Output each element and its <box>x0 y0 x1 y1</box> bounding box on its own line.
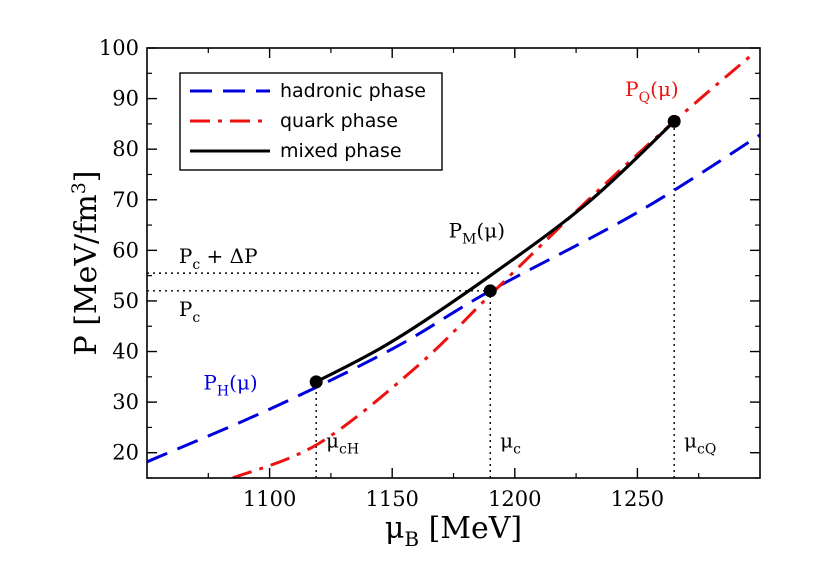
x-axis-title-main: μ <box>385 511 405 546</box>
annotation-ph-main: P <box>203 370 216 394</box>
legend-label: mixed phase <box>280 140 402 162</box>
phase-points <box>309 114 681 389</box>
annotation-pq-suffix: (μ) <box>650 77 679 101</box>
y-tick-label: 60 <box>112 238 139 262</box>
y-tick-label: 20 <box>112 441 139 465</box>
annotation-mc-sub: c <box>513 442 521 458</box>
annotation-pm-sub: M <box>462 232 476 248</box>
series-line-hadronic-phase <box>147 133 760 464</box>
series-line-mixed-phase <box>315 120 676 384</box>
y-tick-label: 50 <box>112 289 139 313</box>
legend: hadronic phase quark phase mixed phase <box>179 72 443 171</box>
annotation-ph-sub: H <box>217 383 229 399</box>
axis-ticks: 1100 1150 1200 1250 20 30 40 50 60 70 80 90 100 <box>99 36 760 511</box>
x-axis-title-unit: [MeV] <box>419 511 522 546</box>
y-axis-title-main: P [MeV/fm <box>69 194 104 355</box>
annotation-pcdp-main: P <box>179 244 192 268</box>
y-tick-label: 80 <box>112 137 139 161</box>
annotation-pm-main: P <box>449 219 462 243</box>
y-axis-title: P [MeV/fm3] <box>68 170 104 355</box>
annotation-pc-main: P <box>179 297 192 321</box>
annotation-mcq-sub: cQ <box>697 442 716 458</box>
x-axis-title: μB [MeV] <box>385 511 522 551</box>
y-axis-title-sup: 3 <box>68 182 90 194</box>
annotation-mcq-main: μ <box>684 429 697 453</box>
y-tick-label: 40 <box>112 340 139 364</box>
legend-label: quark phase <box>280 110 398 132</box>
y-tick-label: 30 <box>112 390 139 414</box>
annotation-mch: μcH <box>326 429 359 458</box>
annotation-pcdp: Pc + ΔP <box>179 244 258 273</box>
legend-box <box>179 72 443 171</box>
annotation-pq: PQ(μ) <box>625 77 679 106</box>
annotation-pc: Pc <box>179 297 200 326</box>
y-tick-label: 70 <box>112 188 139 212</box>
legend-items: hadronic phase quark phase mixed phase <box>190 80 426 162</box>
y-axis-title-end: ] <box>69 170 104 182</box>
annotation-mcq: μcQ <box>684 429 716 458</box>
annotation-pm: PM(μ) <box>449 219 505 248</box>
annotation-ph: PH(μ) <box>203 370 257 399</box>
x-tick-label: 1250 <box>611 487 664 511</box>
annotation-pq-main: P <box>625 77 638 101</box>
annotation-pc-sub: c <box>192 310 200 326</box>
annotation-pcdp-suffix: + ΔP <box>200 244 257 268</box>
x-tick-label: 1200 <box>488 487 541 511</box>
annotation-pq-sub: Q <box>639 90 650 106</box>
x-axis-title-sub: B <box>404 527 419 551</box>
legend-label: hadronic phase <box>280 80 426 102</box>
annotation-mc-main: μ <box>500 429 513 453</box>
phase-point <box>667 114 681 128</box>
annotation-ph-suffix: (μ) <box>229 370 258 394</box>
x-tick-label: 1100 <box>243 487 296 511</box>
annotation-pm-suffix: (μ) <box>476 219 505 243</box>
y-tick-label: 90 <box>112 87 139 111</box>
y-tick-label: 100 <box>99 36 139 60</box>
annotation-pcdp-sub: c <box>192 257 200 273</box>
x-tick-label: 1150 <box>365 487 418 511</box>
annotation-mch-sub: cH <box>339 442 359 458</box>
annotation-mch-main: μ <box>326 429 339 453</box>
annotation-mc: μc <box>500 429 521 458</box>
reference-lines <box>147 121 675 478</box>
phase-point <box>483 284 497 298</box>
phase-point <box>309 375 323 389</box>
